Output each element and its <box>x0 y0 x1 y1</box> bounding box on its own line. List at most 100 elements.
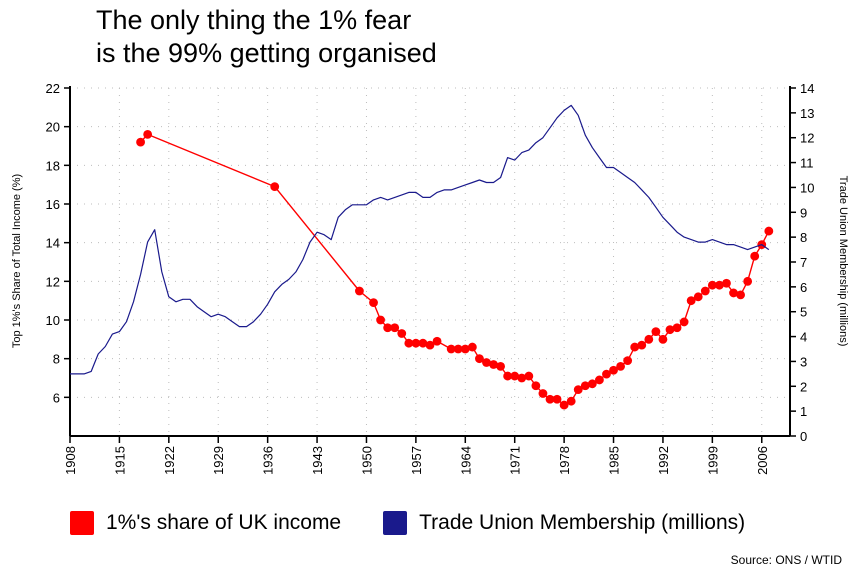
y-right-tick-label: 9 <box>800 205 807 220</box>
x-tick-label: 1999 <box>705 446 720 475</box>
data-point-top-income-share <box>729 288 738 298</box>
data-point-top-income-share <box>665 325 675 335</box>
chart-title: The only thing the 1% fear is the 99% ge… <box>96 4 437 70</box>
data-point-top-income-share <box>552 394 562 404</box>
data-point-top-income-share <box>587 379 597 389</box>
series-line-trade-union-membership <box>70 104 770 375</box>
data-point-top-income-share <box>531 381 541 391</box>
data-point-top-income-share <box>460 344 470 354</box>
data-point-top-income-share <box>566 396 576 406</box>
data-point-top-income-share <box>475 354 484 364</box>
data-point-top-income-share <box>573 385 583 394</box>
data-point-top-income-share <box>432 336 442 346</box>
y-left-tick-label: 20 <box>46 120 60 135</box>
data-point-top-income-share <box>672 323 682 333</box>
y-left-tick-label: 14 <box>46 236 60 251</box>
data-point-top-income-share <box>658 334 668 344</box>
legend-label-trade-union-membership: Trade Union Membership (millions) <box>419 511 746 534</box>
data-point-top-income-share <box>489 360 498 369</box>
chart-title-line-2: is the 99% getting organised <box>96 38 437 68</box>
y-right-tick-label: 11 <box>800 156 814 171</box>
data-point-top-income-share <box>418 338 428 348</box>
data-point-top-income-share <box>679 317 689 327</box>
legend-swatch-blue <box>383 511 408 535</box>
x-tick-label: 1922 <box>162 446 177 475</box>
y-right-tick-label: 2 <box>800 379 807 394</box>
data-point-top-income-share <box>355 286 364 296</box>
data-point-top-income-share <box>700 286 710 296</box>
data-point-top-income-share <box>425 340 435 350</box>
data-point-top-income-share <box>482 358 491 367</box>
chart-title-line-1: The only thing the 1% fear <box>96 5 412 35</box>
y-right-tick-label: 7 <box>800 255 807 270</box>
data-point-top-income-share <box>510 371 520 381</box>
data-point-top-income-share <box>524 371 534 381</box>
data-point-top-income-share <box>693 292 703 302</box>
x-tick-label: 1957 <box>409 446 424 475</box>
y-axis-left-title: Top 1%'s Share of Total Income (%) <box>11 174 23 348</box>
y-left-tick-label: 22 <box>46 81 60 96</box>
y-right-tick-label: 12 <box>800 131 814 146</box>
data-point-top-income-share <box>637 340 647 350</box>
data-point-top-income-share <box>143 130 153 139</box>
x-tick-label: 1908 <box>63 446 78 475</box>
y-left-tick-label: 6 <box>53 390 60 405</box>
y-right-tick-label: 0 <box>800 429 807 444</box>
series-layer <box>70 104 774 410</box>
data-point-top-income-share <box>602 369 611 379</box>
data-point-top-income-share <box>390 323 400 333</box>
data-point-top-income-share <box>750 251 760 261</box>
x-tick-label: 1936 <box>261 446 276 475</box>
data-point-top-income-share <box>496 362 505 371</box>
data-point-top-income-share <box>644 334 654 344</box>
y-axis-right-title: Trade Union Membership (millions) <box>837 176 849 347</box>
data-point-top-income-share <box>616 362 625 371</box>
x-tick-label: 1971 <box>508 446 523 475</box>
y-left-tick-label: 8 <box>53 352 60 367</box>
data-point-top-income-share <box>623 356 633 365</box>
y-left-tick-label: 18 <box>46 158 60 173</box>
y-right-tick-label: 10 <box>800 180 814 195</box>
y-right-tick-label: 1 <box>800 404 807 419</box>
y-right-tick-label: 6 <box>800 280 807 295</box>
data-point-top-income-share <box>270 182 280 192</box>
x-tick-label: 1985 <box>607 446 622 475</box>
data-point-top-income-share <box>467 342 477 352</box>
data-point-top-income-share <box>707 280 717 290</box>
data-point-top-income-share <box>722 278 731 288</box>
x-tick-label: 1950 <box>359 446 374 475</box>
data-point-top-income-share <box>411 338 421 348</box>
source-note: Source: ONS / WTID <box>730 553 842 567</box>
grid-lines <box>69 87 790 436</box>
data-point-top-income-share <box>630 342 640 352</box>
data-point-top-income-share <box>686 296 696 306</box>
x-tick-label: 1915 <box>112 446 127 475</box>
x-tick-label: 1992 <box>656 446 671 475</box>
legend-item-trade-union-membership: Trade Union Membership (millions) <box>383 511 745 535</box>
x-tick-label: 1978 <box>557 446 572 475</box>
data-point-top-income-share <box>743 276 753 286</box>
data-point-top-income-share <box>136 137 145 147</box>
y-left-tick-label: 10 <box>46 313 60 328</box>
data-point-top-income-share <box>369 298 378 307</box>
y-right-tick-label: 14 <box>800 81 814 96</box>
data-point-top-income-share <box>595 375 604 385</box>
data-point-top-income-share <box>715 280 724 290</box>
data-point-top-income-share <box>580 381 590 391</box>
data-point-top-income-share <box>383 323 393 333</box>
data-point-top-income-share <box>397 329 407 338</box>
data-point-top-income-share <box>609 365 618 375</box>
chart-legend: 1%'s share of UK income Trade Union Memb… <box>70 508 787 538</box>
axes: 6810121416182022012345678910111213141908… <box>46 81 815 475</box>
data-point-top-income-share <box>559 400 569 410</box>
x-tick-label: 2006 <box>755 446 770 475</box>
y-right-tick-label: 3 <box>800 354 807 369</box>
x-tick-label: 1943 <box>310 446 325 475</box>
data-point-top-income-share <box>404 338 414 348</box>
y-right-tick-label: 8 <box>800 230 807 245</box>
legend-label-top-income-share: 1%'s share of UK income <box>106 511 342 534</box>
y-left-tick-label: 16 <box>46 197 60 212</box>
data-point-top-income-share <box>503 371 513 381</box>
data-point-top-income-share <box>651 327 661 336</box>
y-left-tick-label: 12 <box>46 274 60 289</box>
